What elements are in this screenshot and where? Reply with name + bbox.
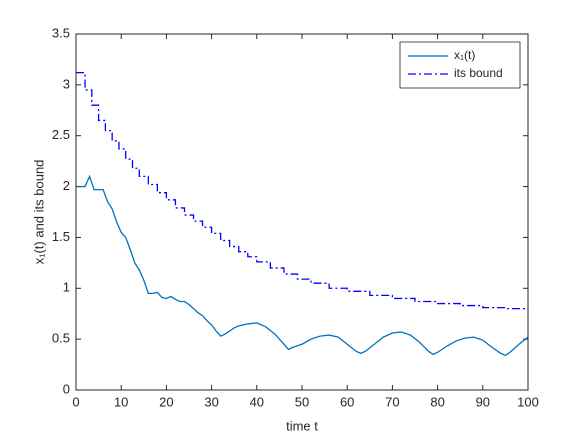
x-tick-label: 40 xyxy=(250,394,264,409)
legend: x₁(t) its bound xyxy=(399,41,521,89)
legend-label: its bound xyxy=(454,66,503,80)
x-tick-label: 90 xyxy=(476,394,490,409)
x-tick-label: 10 xyxy=(114,394,128,409)
x-tick-label: 30 xyxy=(204,394,218,409)
line-series xyxy=(76,72,529,310)
y-axis-label: x₁(t) and its bound xyxy=(31,160,46,265)
legend-box xyxy=(399,41,521,89)
x-tick-label: 0 xyxy=(72,394,79,409)
legend-label: x₁(t) xyxy=(454,48,475,62)
x-tick-label: 50 xyxy=(295,394,309,409)
y-tick-label: 0 xyxy=(63,381,70,396)
y-tick-label: 2 xyxy=(63,178,70,193)
y-tick-label: 2.5 xyxy=(52,127,70,142)
y-tick-label: 1 xyxy=(63,280,70,295)
frame xyxy=(75,33,529,391)
y-tick-label: 0.5 xyxy=(52,331,70,346)
y-tick-label: 3.5 xyxy=(52,25,70,40)
line-series xyxy=(76,174,529,357)
x-tick-label: 20 xyxy=(159,394,173,409)
x-tick-label: 80 xyxy=(430,394,444,409)
x-tick-label: 70 xyxy=(385,394,399,409)
y-tick-label: 1.5 xyxy=(52,229,70,244)
x-axis-label: time t xyxy=(286,418,318,433)
x-tick-label: 60 xyxy=(340,394,354,409)
y-tick-label: 3 xyxy=(63,76,70,91)
x-tick-label: 100 xyxy=(517,394,539,409)
